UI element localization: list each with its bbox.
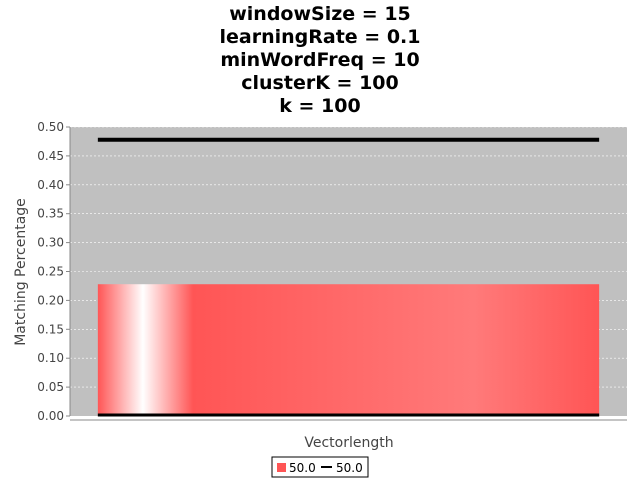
y-tick-label: 0.20 bbox=[37, 293, 64, 307]
y-axis-label: Matching Percentage bbox=[13, 198, 29, 346]
y-tick-label: 0.40 bbox=[37, 178, 64, 192]
y-tick-label: 0.15 bbox=[37, 322, 64, 336]
bar-series bbox=[97, 284, 600, 416]
bar bbox=[97, 284, 600, 416]
title-line: k = 100 bbox=[279, 95, 360, 117]
legend-entry-line: 50.0 bbox=[336, 461, 363, 475]
y-tick-label: 0.10 bbox=[37, 351, 64, 365]
y-tick-label: 0.00 bbox=[37, 409, 64, 423]
x-axis-label: Vectorlength bbox=[304, 435, 393, 451]
y-tick-label: 0.45 bbox=[37, 149, 64, 163]
title-line: clusterK = 100 bbox=[241, 72, 398, 94]
legend: 50.0 50.0 bbox=[271, 456, 369, 478]
y-tick-label: 0.25 bbox=[37, 265, 64, 279]
line-series bbox=[97, 137, 600, 417]
legend-swatch-bar bbox=[277, 463, 286, 472]
y-tick-label: 0.35 bbox=[37, 207, 64, 221]
legend-entry-bar: 50.0 bbox=[289, 461, 316, 475]
y-tick-label: 0.30 bbox=[37, 236, 64, 250]
legend-box bbox=[271, 456, 369, 478]
y-axis-ticks: 0.00 0.05 0.10 0.15 0.20 0.25 0.30 0.35 0.40 0.45… bbox=[37, 120, 70, 423]
title-line: learningRate = 0.1 bbox=[220, 26, 421, 48]
title-line: minWordFreq = 10 bbox=[220, 49, 419, 71]
y-tick-label: 0.50 bbox=[37, 120, 64, 134]
chart-title: windowSize = 15 learningRate = 0.1 minWo… bbox=[220, 3, 421, 117]
y-tick-label: 0.05 bbox=[37, 380, 64, 394]
title-line: windowSize = 15 bbox=[229, 3, 411, 25]
